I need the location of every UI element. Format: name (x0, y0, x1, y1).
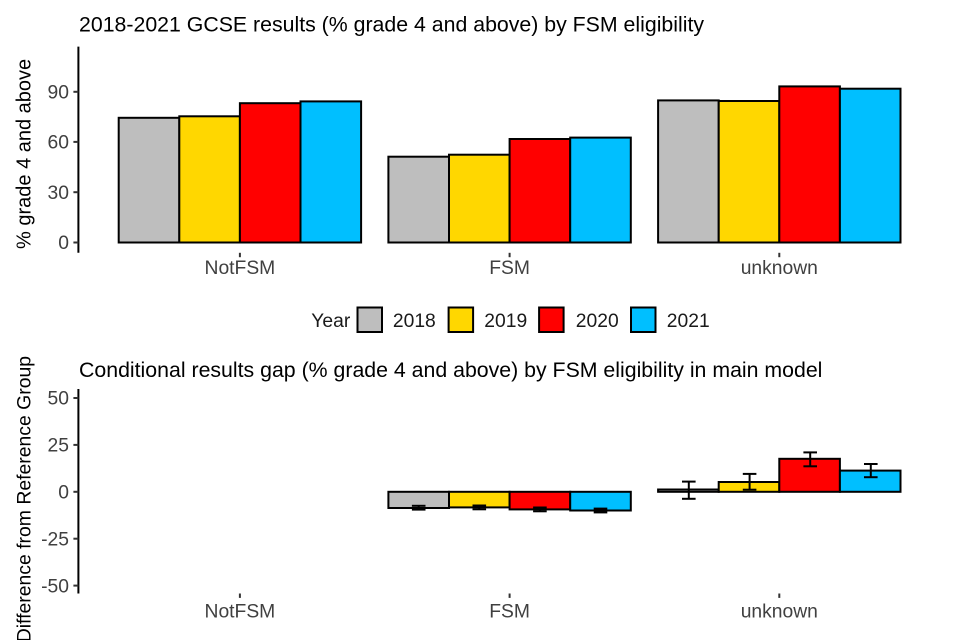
svg-text:FSM: FSM (489, 258, 530, 279)
svg-text:unknown: unknown (741, 258, 818, 279)
svg-text:0: 0 (58, 483, 69, 504)
svg-text:2019: 2019 (484, 311, 527, 332)
svg-text:25: 25 (48, 436, 69, 457)
svg-text:50: 50 (48, 389, 69, 410)
svg-text:90: 90 (48, 83, 69, 104)
svg-text:2018: 2018 (393, 311, 436, 332)
svg-text:2020: 2020 (576, 311, 619, 332)
svg-text:2018-2021 GCSE results (% grad: 2018-2021 GCSE results (% grade 4 and ab… (79, 13, 704, 37)
svg-text:Year: Year (311, 311, 351, 332)
svg-text:2021: 2021 (667, 311, 710, 332)
svg-text:-50: -50 (41, 576, 69, 597)
svg-text:% grade 4 and above: % grade 4 and above (14, 59, 36, 249)
svg-text:60: 60 (48, 133, 69, 154)
svg-text:NotFSM: NotFSM (205, 602, 276, 623)
svg-text:FSM: FSM (489, 602, 530, 623)
svg-text:unknown: unknown (741, 602, 818, 623)
svg-text:NotFSM: NotFSM (205, 258, 276, 279)
svg-text:0: 0 (58, 233, 69, 254)
svg-text:30: 30 (48, 183, 69, 204)
svg-text:Difference from Reference Grou: Difference from Reference Group (14, 356, 36, 640)
svg-text:-25: -25 (41, 529, 69, 550)
svg-text:Conditional results gap (% gra: Conditional results gap (% grade 4 and a… (79, 358, 822, 382)
